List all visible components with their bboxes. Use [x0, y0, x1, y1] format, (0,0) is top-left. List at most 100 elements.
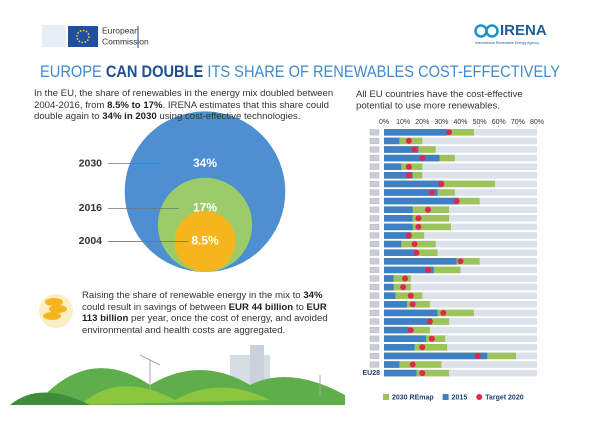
legend-swatch: [383, 394, 389, 400]
bar: [384, 223, 413, 231]
bar: [384, 258, 457, 265]
x-tick-label: 20%: [415, 119, 429, 126]
flag: [369, 352, 380, 359]
bar: [384, 137, 400, 145]
bar: [384, 206, 413, 213]
landscape: [10, 345, 345, 405]
title: EUROPE CAN DOUBLE ITS SHARE OF RENEWABLE…: [40, 62, 560, 81]
share-circle: [174, 210, 236, 272]
bar: [384, 266, 434, 274]
bar: [384, 129, 448, 136]
flag: [369, 241, 380, 248]
bar: [384, 137, 423, 145]
bar: [384, 292, 423, 299]
bar: [384, 197, 459, 205]
flag: [369, 223, 380, 230]
coin: [45, 298, 63, 306]
bar: [384, 146, 419, 153]
target-dot: [405, 137, 412, 144]
bar: [384, 163, 402, 170]
bar: [384, 180, 444, 188]
row-band: [384, 146, 537, 153]
target-dot: [411, 146, 418, 153]
row-band: [384, 163, 537, 170]
flag: [369, 189, 380, 196]
bar: [384, 206, 450, 213]
bar: [384, 249, 417, 256]
flag: [369, 215, 380, 222]
row-band: [384, 223, 537, 231]
text-run: . IRENA estimates that this share could …: [34, 99, 329, 123]
flag: [369, 258, 380, 265]
row-band: [384, 369, 537, 377]
value-label: 8.5%: [191, 234, 219, 248]
target-dot: [424, 206, 431, 213]
bar: [384, 309, 438, 317]
eu-flag: [68, 26, 98, 47]
flag: [369, 180, 380, 187]
target-dot: [424, 266, 431, 273]
bar: [384, 189, 438, 196]
value-label: 17%: [193, 201, 217, 215]
title-part: ITS SHARE OF RENEWABLES COST-EFFECTIVELY: [203, 62, 560, 81]
coin: [49, 305, 67, 313]
bar: [384, 361, 400, 368]
row-band: [384, 232, 537, 239]
target-dot: [400, 284, 407, 291]
row-band: [384, 189, 537, 196]
bar: [384, 275, 394, 282]
row-band: [384, 301, 537, 308]
legend-label: 2030 REmap: [392, 394, 434, 401]
flag: [369, 275, 380, 282]
bar: [384, 335, 427, 342]
flag: [369, 146, 380, 153]
year-label: 2016: [79, 202, 103, 214]
row-band: [384, 172, 537, 179]
legend-label: 2015: [452, 394, 468, 401]
flag: [369, 232, 380, 239]
text-run: could result in savings of between: [82, 301, 229, 313]
text-run: In the EU, the share of renewables in th…: [34, 88, 334, 111]
target-dot: [428, 335, 435, 342]
ec-building: [42, 25, 66, 47]
year-label: 2004: [79, 235, 103, 247]
text-run: EUR 113 billion: [82, 301, 327, 325]
text-run: using cost-effective technologies.: [156, 111, 301, 122]
target-dot: [405, 163, 412, 170]
flag: [369, 172, 380, 179]
x-tick-label: 40%: [453, 119, 467, 126]
bar: [384, 352, 488, 360]
row-band: [384, 249, 537, 256]
ec-name: Commission: [102, 36, 149, 46]
legend-swatch: [442, 394, 449, 400]
target-dot: [474, 352, 481, 359]
target-dot: [411, 241, 418, 248]
flag: [369, 309, 380, 316]
chart-title: All EU countries have the cost-effective…: [356, 89, 523, 112]
flag: [369, 318, 380, 325]
x-tick-label: 70%: [511, 119, 525, 126]
target-dot: [409, 301, 416, 308]
bar: [384, 240, 436, 248]
flag: [369, 361, 380, 368]
irena-sub: International Renewable Energy Agency: [475, 41, 539, 45]
text-run: to: [293, 301, 307, 313]
x-tick-label: 0%: [379, 119, 389, 126]
bar: [384, 301, 407, 308]
year-label: 2030: [79, 157, 103, 169]
row-band: [384, 206, 537, 213]
target-dot: [402, 275, 409, 282]
irena-mark: [474, 24, 488, 38]
flag: [369, 284, 380, 291]
target-dot: [405, 232, 412, 239]
row-band: [384, 275, 537, 282]
row-band: [384, 335, 537, 342]
flag: [369, 137, 380, 144]
target-dot: [407, 327, 414, 334]
row-band: [384, 361, 537, 368]
flag: [369, 266, 380, 273]
bar: [384, 344, 448, 351]
target-dot: [405, 172, 412, 179]
